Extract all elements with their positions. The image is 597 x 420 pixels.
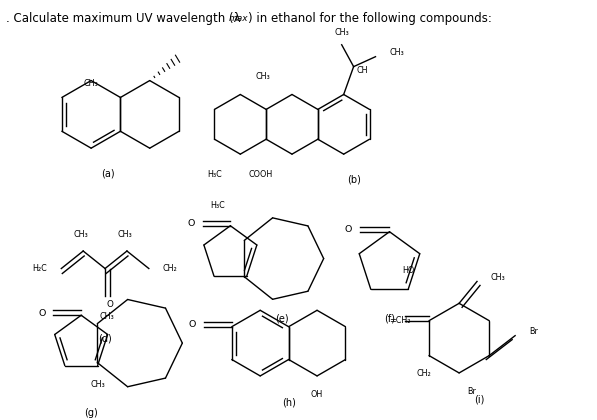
Text: (a): (a) <box>101 168 115 178</box>
Text: CH₃: CH₃ <box>90 380 105 388</box>
Text: (b): (b) <box>347 174 361 184</box>
Text: H₃C: H₃C <box>211 201 226 210</box>
Text: O: O <box>344 225 352 234</box>
Text: O: O <box>187 219 195 228</box>
Text: ) in ethanol for the following compounds:: ) in ethanol for the following compounds… <box>248 12 492 25</box>
Text: CH₂: CH₂ <box>163 264 177 273</box>
Text: CH₃: CH₃ <box>334 28 349 37</box>
Text: O: O <box>107 300 113 310</box>
Text: max: max <box>229 14 248 23</box>
Text: CH₃: CH₃ <box>256 71 270 81</box>
Text: CH₃: CH₃ <box>389 48 404 57</box>
Text: (d): (d) <box>98 333 112 343</box>
Text: Br: Br <box>467 387 476 396</box>
Text: COOH: COOH <box>248 170 272 179</box>
Text: CH₃: CH₃ <box>83 79 98 88</box>
Text: Br: Br <box>529 327 538 336</box>
Text: O: O <box>38 309 45 318</box>
Text: H₃C: H₃C <box>208 170 223 179</box>
Text: O: O <box>189 320 196 329</box>
Text: HO: HO <box>402 266 414 276</box>
Text: CH₂: CH₂ <box>417 370 432 378</box>
Text: CH₃: CH₃ <box>100 312 115 321</box>
Text: CH₃: CH₃ <box>118 230 133 239</box>
Text: H₂C: H₂C <box>33 264 47 273</box>
Text: (h): (h) <box>282 398 296 408</box>
Text: . Calculate maximum UV wavelength (λ: . Calculate maximum UV wavelength (λ <box>5 12 240 25</box>
Text: (e): (e) <box>275 313 289 323</box>
Text: (g): (g) <box>84 408 98 418</box>
Text: (f): (f) <box>384 313 395 323</box>
Text: CH: CH <box>356 66 368 75</box>
Text: CH₃: CH₃ <box>491 273 506 282</box>
Text: =CH₂: =CH₂ <box>390 316 411 325</box>
Text: CH₃: CH₃ <box>74 230 88 239</box>
Text: (i): (i) <box>474 395 484 405</box>
Text: OH: OH <box>311 390 323 399</box>
